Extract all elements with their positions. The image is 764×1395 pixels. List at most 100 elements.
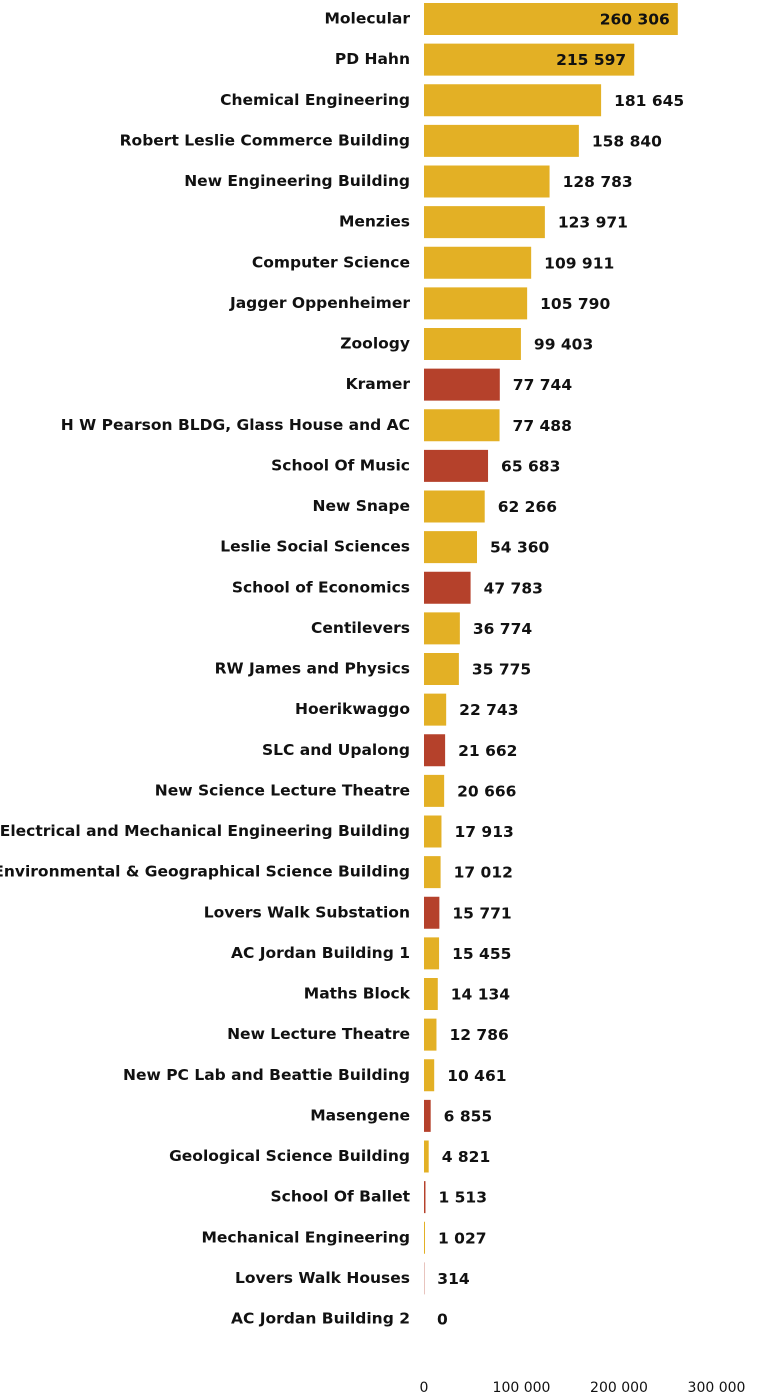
bar (424, 1181, 426, 1214)
bar (424, 774, 445, 807)
bar (424, 856, 441, 889)
value-label: 15 455 (452, 945, 511, 963)
value-label: 314 (437, 1270, 470, 1288)
bar (424, 3, 678, 35)
y-tick-label: AC Jordan Building 2 (231, 1310, 410, 1328)
value-label: 105 790 (540, 295, 610, 313)
y-tick-label: School of Economics (232, 578, 410, 596)
y-tick-label: Lovers Walk Substation (204, 903, 410, 921)
y-tick-label: Chemical Engineering (220, 91, 410, 109)
y-tick-label: SLC and Upalong (262, 741, 410, 759)
value-label: 99 403 (534, 336, 593, 354)
y-tick-label: School Of Music (271, 456, 410, 474)
y-tick-label: Electrical and Mechanical Engineering Bu… (0, 822, 410, 840)
bar (424, 734, 446, 767)
y-tick-label: Lovers Walk Houses (235, 1269, 410, 1287)
value-label: 21 662 (458, 742, 517, 760)
y-tick-label: New PC Lab and Beattie Building (123, 1066, 410, 1084)
bar (424, 165, 550, 198)
value-label: 181 645 (614, 92, 684, 110)
y-tick-label: New Lecture Theatre (227, 1025, 410, 1043)
bar (424, 1221, 426, 1254)
y-tick-label: Menzies (339, 213, 410, 231)
bar (424, 1018, 437, 1051)
y-tick-label: Zoology (340, 335, 410, 353)
y-tick-label: New Engineering Building (184, 172, 410, 190)
value-label: 20 666 (457, 782, 516, 800)
y-tick-label: H W Pearson BLDG, Glass House and AC (61, 416, 410, 434)
y-tick-label: New Science Lecture Theatre (155, 781, 410, 799)
value-label: 77 744 (513, 376, 573, 394)
bar (424, 287, 528, 320)
value-label: 14 134 (451, 986, 511, 1004)
bar (424, 206, 545, 239)
y-tick-label: School Of Ballet (270, 1188, 410, 1206)
y-tick-label: Computer Science (252, 253, 410, 271)
value-label: 1 027 (438, 1229, 487, 1247)
x-tick-label: 0 (420, 1380, 429, 1395)
value-label: 260 306 (600, 11, 670, 29)
y-tick-label: Environmental & Geographical Science Bui… (0, 863, 410, 881)
y-tick-label: Leslie Social Sciences (220, 538, 410, 556)
value-label: 47 783 (484, 579, 543, 597)
y-tick-label: Molecular (324, 10, 410, 28)
value-label: 128 783 (563, 173, 633, 191)
bar (424, 246, 532, 279)
y-tick-label: Maths Block (304, 985, 411, 1003)
y-tick-label: AC Jordan Building 1 (231, 944, 410, 962)
x-tick-label: 200 000 (590, 1380, 648, 1395)
bar (424, 409, 500, 442)
y-tick-label: Hoerikwaggo (295, 700, 410, 718)
y-tick-label: Geological Science Building (169, 1147, 410, 1165)
bar (424, 571, 471, 604)
bar (424, 531, 478, 564)
value-label: 17 913 (454, 823, 513, 841)
bar (424, 43, 635, 76)
value-label: 77 488 (513, 417, 572, 435)
value-label: 22 743 (459, 701, 518, 719)
value-label: 10 461 (447, 1067, 506, 1085)
value-label: 65 683 (501, 457, 560, 475)
bar (424, 124, 579, 157)
y-tick-label: Masengene (310, 1106, 410, 1124)
bar (424, 328, 521, 360)
value-label: 1 513 (438, 1189, 487, 1207)
bar (424, 1140, 429, 1173)
x-tick-label: 300 000 (688, 1380, 746, 1395)
bar (424, 84, 602, 117)
y-tick-label: PD Hahn (335, 50, 410, 68)
value-label: 54 360 (490, 539, 550, 557)
bar (424, 815, 442, 848)
bar (424, 896, 440, 929)
value-label: 62 266 (498, 498, 557, 516)
bar (424, 368, 500, 401)
y-tick-label: Mechanical Engineering (201, 1228, 410, 1246)
value-label: 123 971 (558, 214, 628, 232)
bar (424, 653, 459, 685)
value-label: 15 771 (452, 904, 511, 922)
value-label: 17 012 (454, 864, 513, 882)
value-label: 12 786 (449, 1026, 508, 1044)
bar (424, 693, 447, 726)
value-label: 215 597 (556, 51, 626, 69)
value-label: 158 840 (592, 132, 662, 150)
y-tick-label: RW James and Physics (215, 660, 410, 678)
x-tick-label: 100 000 (493, 1380, 551, 1395)
value-label: 4 821 (442, 1148, 491, 1166)
bar (424, 612, 460, 645)
value-label: 0 (437, 1311, 448, 1329)
bar (424, 490, 485, 523)
value-label: 6 855 (444, 1107, 493, 1125)
y-tick-label: Centilevers (311, 619, 410, 637)
y-tick-label: Jagger Oppenheimer (229, 294, 410, 312)
bar (424, 937, 440, 970)
bar (424, 978, 438, 1010)
value-label: 109 911 (544, 254, 614, 272)
y-tick-label: New Snape (313, 497, 410, 515)
value-label: 36 774 (473, 620, 533, 638)
y-tick-label: Robert Leslie Commerce Building (120, 131, 410, 149)
bar (424, 1099, 431, 1132)
value-label: 35 775 (472, 661, 531, 679)
y-tick-label: Kramer (346, 375, 411, 393)
